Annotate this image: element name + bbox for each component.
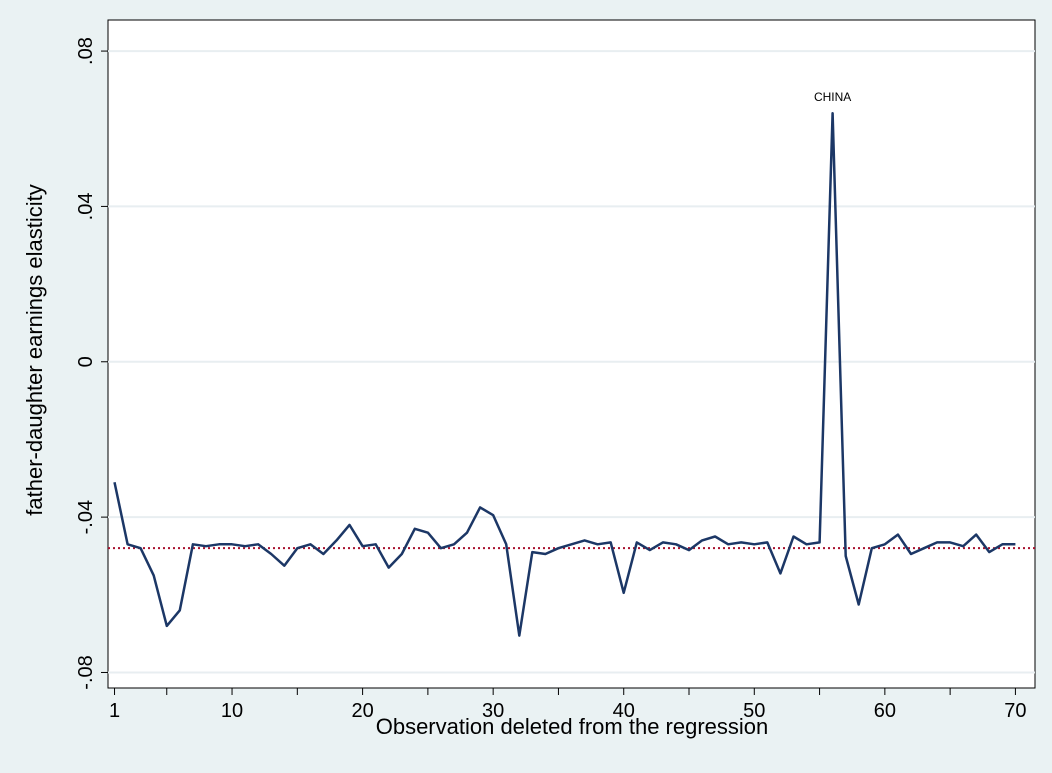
point-annotation: CHINA <box>814 90 851 104</box>
y-tick-label: -.04 <box>75 500 97 534</box>
plot-area <box>107 19 1036 689</box>
x-tick-label: 1 <box>109 700 120 722</box>
y-tick-label: .08 <box>75 37 97 65</box>
x-tick-label: 20 <box>351 700 373 722</box>
x-tick-label: 40 <box>613 700 635 722</box>
x-tick-label: 10 <box>221 700 243 722</box>
x-axis-title: Observation deleted from the regression <box>376 714 769 739</box>
y-tick-label: -.08 <box>75 655 97 689</box>
y-tick-label: 0 <box>75 356 97 367</box>
y-tick-label: .04 <box>75 193 97 221</box>
y-axis-title: father-daughter earnings elasticity <box>22 184 47 515</box>
x-tick-label: 30 <box>482 700 504 722</box>
x-tick-label: 50 <box>743 700 765 722</box>
series-line <box>113 111 1016 637</box>
x-tick-label: 70 <box>1004 700 1026 722</box>
x-tick-label: 60 <box>874 700 896 722</box>
